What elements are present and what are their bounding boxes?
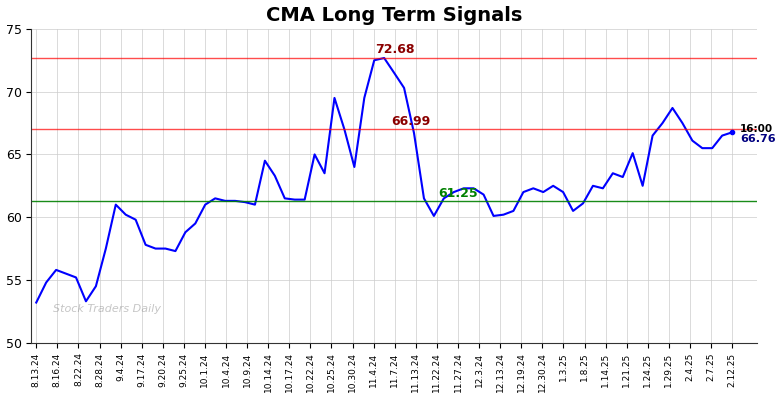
Text: 66.76: 66.76 xyxy=(740,134,775,144)
Text: 72.68: 72.68 xyxy=(375,43,415,56)
Text: 66.99: 66.99 xyxy=(391,115,430,128)
Text: 16:00: 16:00 xyxy=(740,123,773,134)
Text: Stock Traders Daily: Stock Traders Daily xyxy=(53,304,161,314)
Text: 61.25: 61.25 xyxy=(438,187,477,200)
Title: CMA Long Term Signals: CMA Long Term Signals xyxy=(266,6,522,25)
